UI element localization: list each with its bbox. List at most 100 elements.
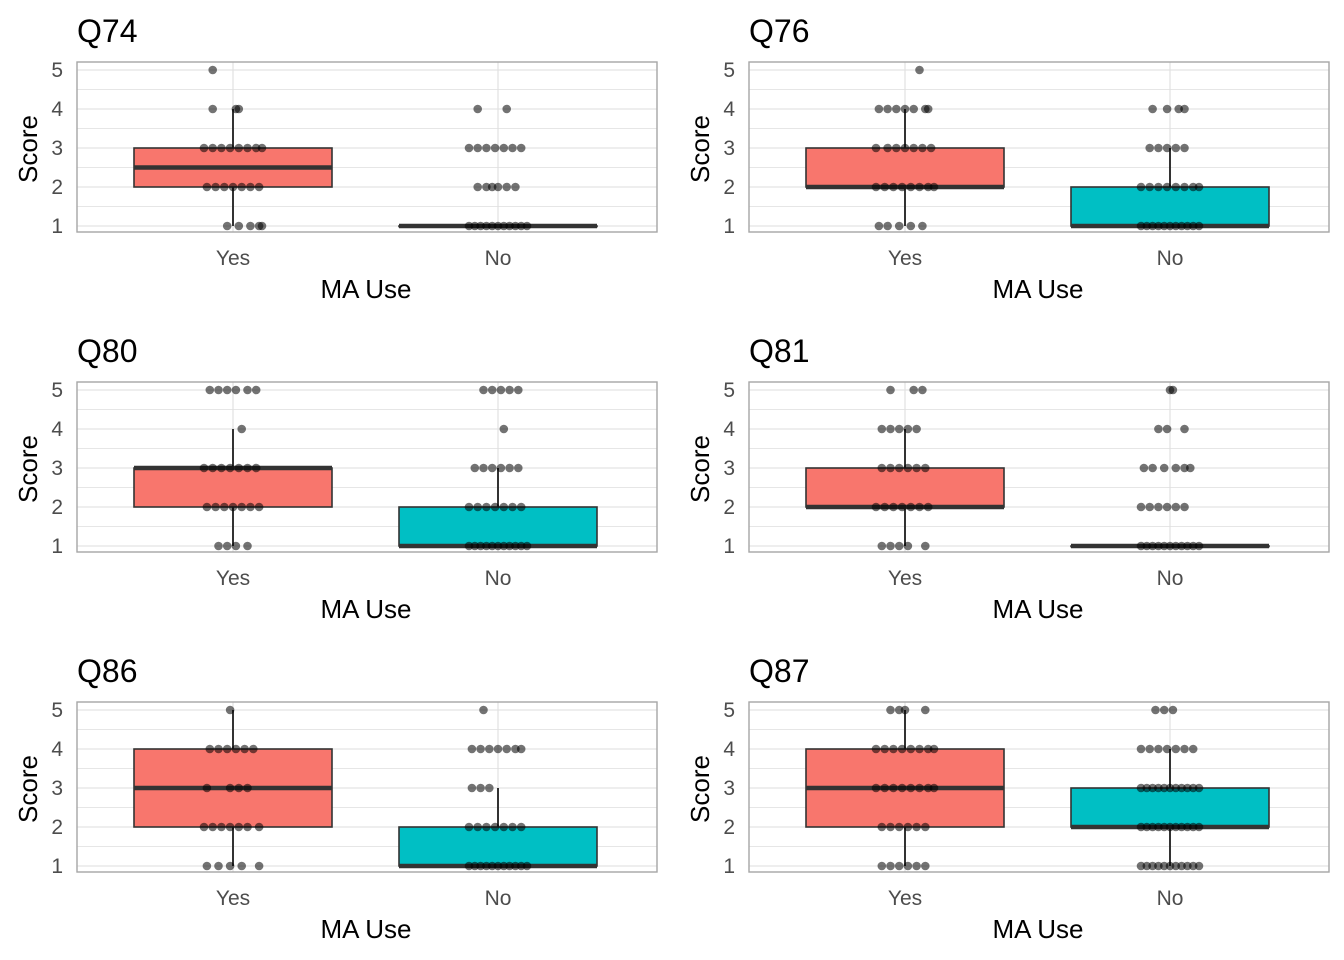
- data-point: [237, 182, 246, 192]
- data-point: [222, 744, 232, 754]
- panel-title: Q76: [749, 13, 809, 49]
- data-point: [208, 463, 217, 473]
- data-point: [1162, 104, 1172, 114]
- y-tick-label: 3: [723, 137, 735, 160]
- data-point: [217, 143, 226, 153]
- data-point: [1168, 385, 1178, 395]
- data-point: [903, 822, 913, 832]
- x-tick-label: No: [485, 247, 512, 270]
- data-point: [1194, 822, 1204, 832]
- data-point: [211, 182, 220, 192]
- data-point: [1194, 861, 1204, 871]
- data-point: [257, 143, 267, 153]
- data-point: [502, 182, 512, 192]
- data-point: [897, 783, 907, 793]
- data-point: [214, 861, 223, 871]
- data-point: [894, 221, 904, 231]
- data-point: [1154, 502, 1163, 512]
- y-tick-label: 4: [723, 738, 735, 761]
- data-point: [482, 143, 491, 153]
- panel-title: Q80: [77, 333, 137, 369]
- data-point: [231, 541, 241, 551]
- data-point: [1171, 502, 1181, 512]
- data-point: [493, 744, 503, 754]
- data-point: [243, 822, 252, 832]
- data-point: [202, 861, 212, 871]
- data-point: [473, 143, 483, 153]
- data-point: [1168, 705, 1178, 715]
- data-point: [894, 463, 904, 473]
- data-point: [918, 221, 927, 231]
- data-point: [921, 463, 930, 473]
- x-tick-label: Yes: [888, 567, 922, 590]
- box-iqr: [398, 826, 598, 867]
- data-point: [871, 182, 881, 192]
- data-point: [894, 424, 904, 434]
- data-point: [222, 221, 232, 231]
- data-point: [1162, 744, 1172, 754]
- y-axis-title: Score: [13, 435, 43, 503]
- data-point: [897, 502, 907, 512]
- data-point: [929, 744, 939, 754]
- x-tick-label: No: [485, 567, 512, 590]
- data-point: [877, 541, 887, 551]
- data-point: [217, 463, 226, 473]
- box-no: [1070, 104, 1270, 231]
- x-axis-title: MA Use: [320, 914, 411, 944]
- data-point: [1136, 744, 1146, 754]
- data-point: [234, 463, 244, 473]
- data-point: [254, 502, 264, 512]
- data-point: [880, 182, 889, 192]
- data-point: [921, 861, 930, 871]
- data-point: [199, 463, 209, 473]
- data-point: [886, 822, 895, 832]
- data-point: [923, 502, 933, 512]
- y-tick-label: 3: [51, 777, 63, 800]
- data-point: [508, 822, 517, 832]
- data-point: [1154, 744, 1163, 754]
- data-point: [883, 104, 892, 114]
- y-tick-label: 4: [723, 98, 735, 121]
- data-point: [906, 783, 916, 793]
- data-point: [918, 143, 927, 153]
- data-point: [202, 502, 212, 512]
- data-point: [886, 424, 895, 434]
- data-point: [514, 463, 523, 473]
- x-tick-label: No: [1157, 247, 1184, 270]
- data-point: [487, 463, 497, 473]
- data-point: [254, 182, 264, 192]
- data-point: [1148, 104, 1157, 114]
- data-point: [516, 143, 526, 153]
- box-yes: [133, 705, 333, 871]
- data-point: [1154, 182, 1163, 192]
- data-point: [912, 424, 921, 434]
- data-point: [234, 221, 244, 231]
- data-point: [894, 541, 904, 551]
- data-point: [237, 424, 246, 434]
- y-tick-label: 3: [51, 457, 63, 480]
- y-tick-label: 5: [51, 379, 63, 402]
- panel-q80: Q80 1 2 3 4 5 Yes No MA Use Score: [13, 333, 658, 624]
- x-tick-label: Yes: [888, 247, 922, 270]
- data-point: [485, 783, 494, 793]
- x-axis-title: MA Use: [992, 914, 1083, 944]
- data-point: [508, 143, 517, 153]
- box-no: [398, 385, 598, 551]
- data-point: [225, 861, 235, 871]
- data-point: [1188, 744, 1198, 754]
- data-point: [485, 744, 494, 754]
- data-point: [1180, 424, 1189, 434]
- data-point: [511, 182, 520, 192]
- data-point: [237, 861, 246, 871]
- data-point: [473, 104, 483, 114]
- panel-title: Q81: [749, 333, 809, 369]
- data-point: [883, 143, 892, 153]
- data-point: [915, 65, 924, 75]
- x-axis-title: MA Use: [992, 594, 1083, 624]
- data-point: [915, 783, 924, 793]
- data-point: [490, 822, 500, 832]
- data-point: [1145, 143, 1154, 153]
- data-point: [886, 541, 895, 551]
- panel-q86: Q86 1 2 3 4 5 Yes No MA Use Score: [13, 653, 658, 944]
